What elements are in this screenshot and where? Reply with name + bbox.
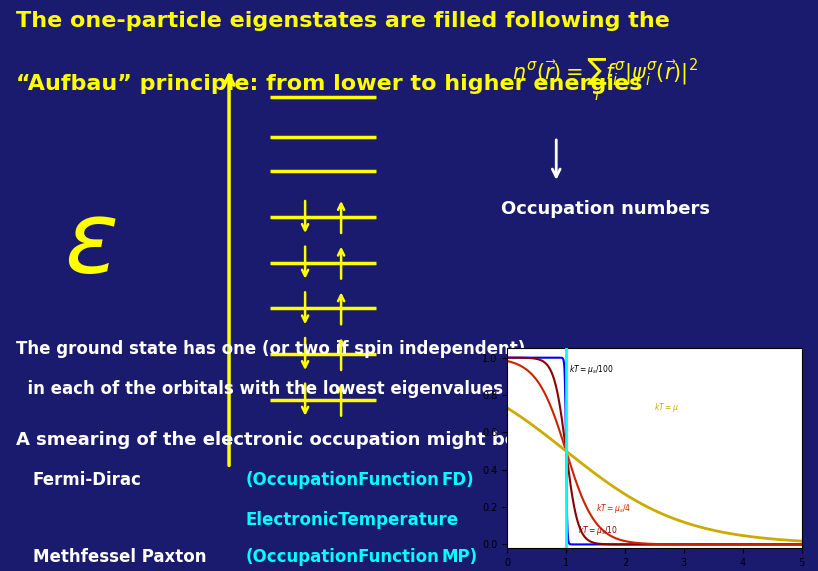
Text: $kT=\mu$: $kT=\mu$	[654, 401, 679, 414]
Text: The ground state has one (or two if spin independent): The ground state has one (or two if spin…	[16, 340, 526, 358]
Text: in each of the orbitals with the lowest eigenvalues: in each of the orbitals with the lowest …	[16, 380, 503, 398]
Text: The one-particle eigenstates are filled following the: The one-particle eigenstates are filled …	[16, 11, 670, 31]
Text: A smearing of the electronic occupation might be done:: A smearing of the electronic occupation …	[16, 431, 581, 449]
Text: FD): FD)	[442, 471, 474, 489]
Text: Occupation numbers: Occupation numbers	[501, 200, 710, 218]
Text: ElectronicTemperature: ElectronicTemperature	[245, 511, 459, 529]
Text: Methfessel Paxton: Methfessel Paxton	[33, 548, 206, 566]
Text: $\varepsilon$: $\varepsilon$	[64, 198, 116, 293]
Text: $n^{\sigma}(\vec{r}) = \sum_i f_i^{\sigma} |\psi_i^{\sigma}(\vec{r})|^2$: $n^{\sigma}(\vec{r}) = \sum_i f_i^{\sigm…	[512, 57, 699, 103]
Text: MP): MP)	[442, 548, 478, 566]
Text: $kT=\mu_s/100$: $kT=\mu_s/100$	[569, 363, 614, 376]
Text: (OccupationFunction: (OccupationFunction	[245, 471, 439, 489]
Text: “Aufbau” principle: from lower to higher energies: “Aufbau” principle: from lower to higher…	[16, 74, 643, 94]
Text: (OccupationFunction: (OccupationFunction	[245, 548, 439, 566]
Text: Fermi-Dirac: Fermi-Dirac	[33, 471, 142, 489]
Text: $kT=\mu_s/4$: $kT=\mu_s/4$	[596, 502, 631, 515]
Text: $kT=\mu_s/10$: $kT=\mu_s/10$	[578, 524, 618, 537]
